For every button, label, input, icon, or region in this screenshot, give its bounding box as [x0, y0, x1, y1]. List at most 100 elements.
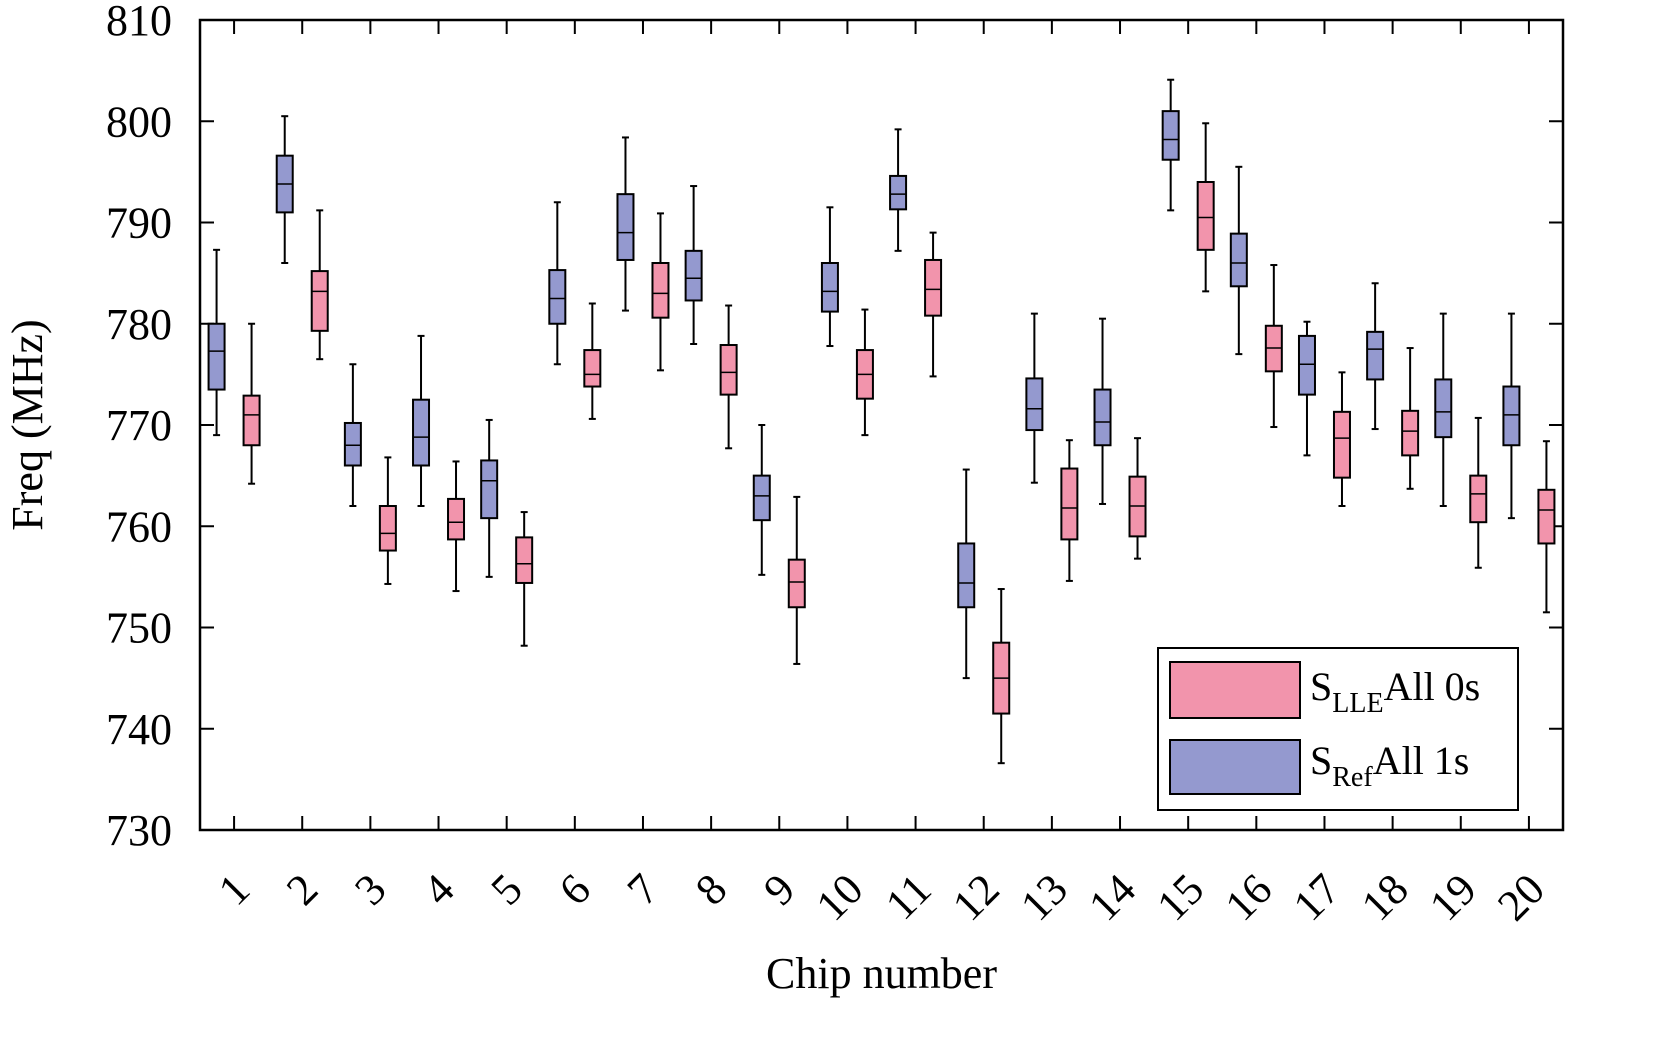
- box-ref-chip-8: [684, 185, 703, 345]
- box-ref-chip-5: [480, 418, 499, 578]
- y-tick-label-790: 790: [106, 199, 172, 248]
- box-ref-chip-3: [343, 363, 362, 507]
- box-ref-chip-19: [1434, 312, 1453, 507]
- box-iqr: [343, 421, 362, 467]
- box-lle-chip-18: [1401, 347, 1420, 490]
- box-iqr: [957, 542, 976, 609]
- x-axis-ticks: [233, 20, 1530, 830]
- box-iqr: [1332, 410, 1351, 479]
- box-ref-chip-6: [548, 201, 567, 366]
- box-lle-chip-9: [787, 495, 806, 665]
- box-iqr: [1229, 232, 1248, 288]
- box-iqr: [1537, 488, 1556, 545]
- box-iqr: [515, 536, 534, 584]
- box-ref-chip-10: [820, 206, 839, 348]
- legend-ref-sub: Ref: [1332, 762, 1373, 793]
- box-ref-chip-18: [1366, 282, 1385, 431]
- box-ref-chip-9: [752, 424, 771, 576]
- box-lle-chip-16: [1264, 264, 1283, 429]
- x-axis-label: Chip number: [766, 949, 997, 998]
- box-ref-chip-14: [1093, 317, 1112, 505]
- box-series: [207, 78, 1556, 765]
- legend-swatch-ref: [1169, 739, 1301, 795]
- box-iqr: [651, 262, 670, 319]
- box-iqr: [1434, 378, 1453, 439]
- box-lle-chip-3: [378, 456, 397, 585]
- box-iqr: [616, 193, 635, 261]
- box-ref-chip-17: [1297, 320, 1316, 457]
- box-ref-chip-2: [275, 115, 294, 264]
- box-iqr: [242, 394, 261, 447]
- box-iqr: [548, 269, 567, 325]
- y-tick-label-750: 750: [106, 604, 172, 653]
- y-tick-labels: 730 740 750 760 770 780 790 800 810: [106, 0, 172, 855]
- y-tick-label-760: 760: [106, 502, 172, 551]
- y-tick-label-780: 780: [106, 300, 172, 349]
- box-iqr: [1502, 385, 1521, 447]
- legend-lle-sub: LLE: [1332, 688, 1383, 719]
- box-lle-chip-6: [583, 302, 602, 420]
- box-iqr: [207, 322, 226, 391]
- box-iqr: [1469, 474, 1488, 524]
- box-ref-chip-1: [207, 248, 226, 437]
- box-iqr: [889, 174, 908, 211]
- box-iqr: [1025, 377, 1044, 432]
- box-iqr: [752, 474, 771, 522]
- box-lle-chip-8: [719, 304, 738, 450]
- box-iqr: [310, 270, 329, 332]
- plot-frame: [198, 18, 1565, 832]
- legend: SLLEAll 0s SRefAll 1s: [1157, 647, 1519, 811]
- box-lle-chip-20: [1537, 440, 1556, 614]
- box-iqr: [684, 249, 703, 302]
- box-lle-chip-13: [1060, 439, 1079, 582]
- box-ref-chip-16: [1229, 165, 1248, 356]
- box-lle-chip-19: [1469, 416, 1488, 569]
- box-iqr: [412, 398, 431, 467]
- box-lle-chip-4: [447, 460, 466, 593]
- box-ref-chip-11: [889, 128, 908, 252]
- y-tick-label-770: 770: [106, 401, 172, 450]
- box-lle-chip-1: [242, 322, 261, 485]
- box-ref-chip-20: [1502, 312, 1521, 520]
- box-iqr: [447, 497, 466, 541]
- box-iqr: [1161, 110, 1180, 161]
- box-ref-chip-4: [412, 334, 431, 507]
- box-lle-chip-17: [1332, 371, 1351, 507]
- y-tick-label-810: 810: [106, 0, 172, 45]
- box-ref-chip-12: [957, 468, 976, 680]
- box-lle-chip-12: [992, 588, 1011, 765]
- box-iqr: [583, 349, 602, 388]
- box-iqr: [1297, 334, 1316, 396]
- legend-lle-suffix: All 0s: [1384, 664, 1481, 709]
- legend-label-ref: SRefAll 1s: [1310, 738, 1469, 793]
- box-iqr: [719, 344, 738, 396]
- box-lle-chip-15: [1196, 122, 1215, 293]
- box-ref-chip-13: [1025, 312, 1044, 484]
- y-tick-label-740: 740: [106, 705, 172, 754]
- box-iqr: [1401, 409, 1420, 457]
- legend-ref-main: S: [1310, 738, 1332, 783]
- y-tick-label-730: 730: [106, 806, 172, 855]
- box-iqr: [378, 505, 397, 552]
- box-lle-chip-7: [651, 212, 670, 372]
- box-ref-chip-7: [616, 136, 635, 312]
- legend-label-lle: SLLEAll 0s: [1310, 664, 1480, 719]
- legend-lle-main: S: [1310, 664, 1332, 709]
- box-iqr: [1060, 467, 1079, 541]
- y-axis-label: Freq (MHz): [3, 319, 52, 530]
- box-iqr: [480, 459, 499, 520]
- box-lle-chip-11: [924, 231, 943, 378]
- legend-ref-suffix: All 1s: [1373, 738, 1470, 783]
- box-ref-chip-15: [1161, 78, 1180, 212]
- box-iqr: [1366, 330, 1385, 381]
- y-tick-label-800: 800: [106, 97, 172, 146]
- box-lle-chip-2: [310, 209, 329, 361]
- box-lle-chip-14: [1128, 437, 1147, 560]
- box-iqr: [820, 262, 839, 313]
- box-lle-chip-10: [855, 308, 874, 437]
- box-iqr: [924, 258, 943, 317]
- box-iqr: [1093, 388, 1112, 447]
- legend-swatch-lle: [1169, 661, 1301, 719]
- box-iqr: [1196, 181, 1215, 251]
